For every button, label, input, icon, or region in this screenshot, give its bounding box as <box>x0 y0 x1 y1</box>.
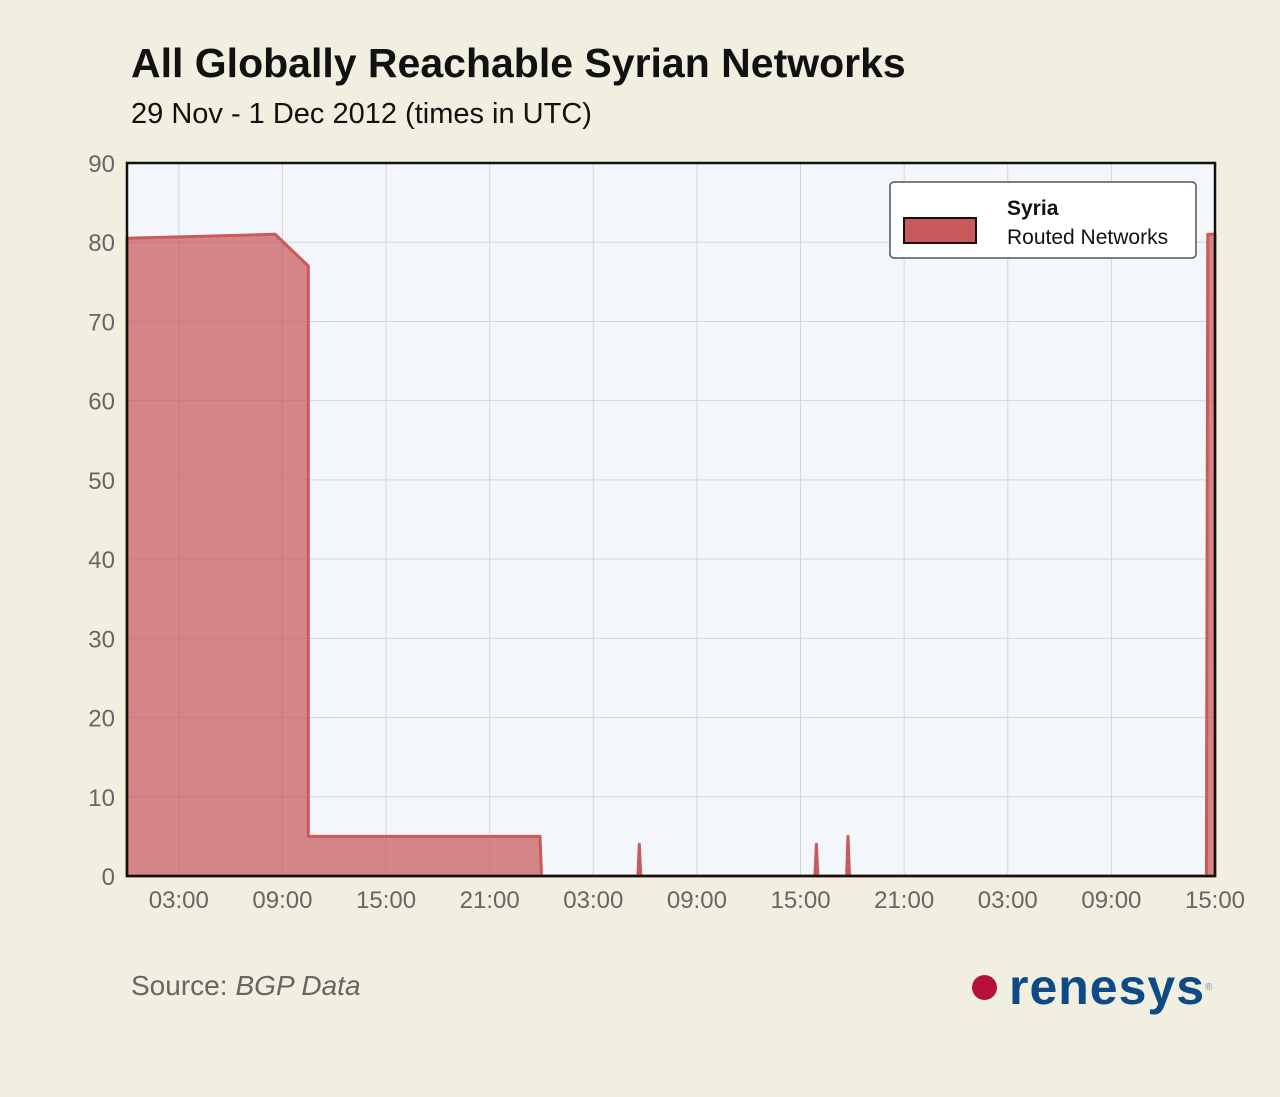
x-tick-label: 09:00 <box>667 887 727 914</box>
x-tick-label: 15:00 <box>1185 887 1245 914</box>
y-tick-label: 30 <box>88 626 115 653</box>
x-tick-label: 21:00 <box>460 887 520 914</box>
logo-text: renesys <box>1009 959 1206 1015</box>
y-tick-label: 10 <box>88 785 115 812</box>
plot-border <box>125 161 1217 878</box>
source-note: Source: BGP Data <box>131 970 361 1002</box>
x-tick-label: 15:00 <box>770 887 830 914</box>
chart-title: All Globally Reachable Syrian Networks <box>131 40 906 86</box>
y-tick-label: 80 <box>88 230 115 257</box>
x-tick-label: 15:00 <box>356 887 416 914</box>
registered-mark: ® <box>1205 981 1213 993</box>
y-tick-label: 40 <box>88 547 115 574</box>
logo-dot-icon <box>972 974 997 1000</box>
y-tick-label: 50 <box>88 468 115 495</box>
x-tick-label: 09:00 <box>252 887 312 914</box>
source-label: Source: <box>131 970 228 1001</box>
y-tick-label: 60 <box>88 389 115 416</box>
y-tick-label: 70 <box>88 309 115 336</box>
x-tick-label: 03:00 <box>149 887 209 914</box>
x-tick-label: 21:00 <box>874 887 934 914</box>
x-tick-label: 03:00 <box>563 887 623 914</box>
legend-entry: Routed Networks <box>1007 226 1168 249</box>
y-tick-label: 20 <box>88 706 115 733</box>
legend-swatch <box>903 217 977 244</box>
y-tick-label: 0 <box>102 864 115 891</box>
x-tick-label: 09:00 <box>1081 887 1141 914</box>
legend-title: Syria <box>1007 197 1059 220</box>
y-tick-label: 90 <box>88 151 115 178</box>
chart: 0 10 20 30 40 50 60 70 80 90 03:00 09:00 15:00 21:00 0… <box>88 151 1245 914</box>
x-tick-label: 03:00 <box>978 887 1038 914</box>
chart-subtitle: 29 Nov - 1 Dec 2012 (times in UTC) <box>131 98 592 130</box>
source-value: BGP Data <box>235 970 361 1001</box>
renesys-logo: renesys ® <box>972 962 1212 1012</box>
